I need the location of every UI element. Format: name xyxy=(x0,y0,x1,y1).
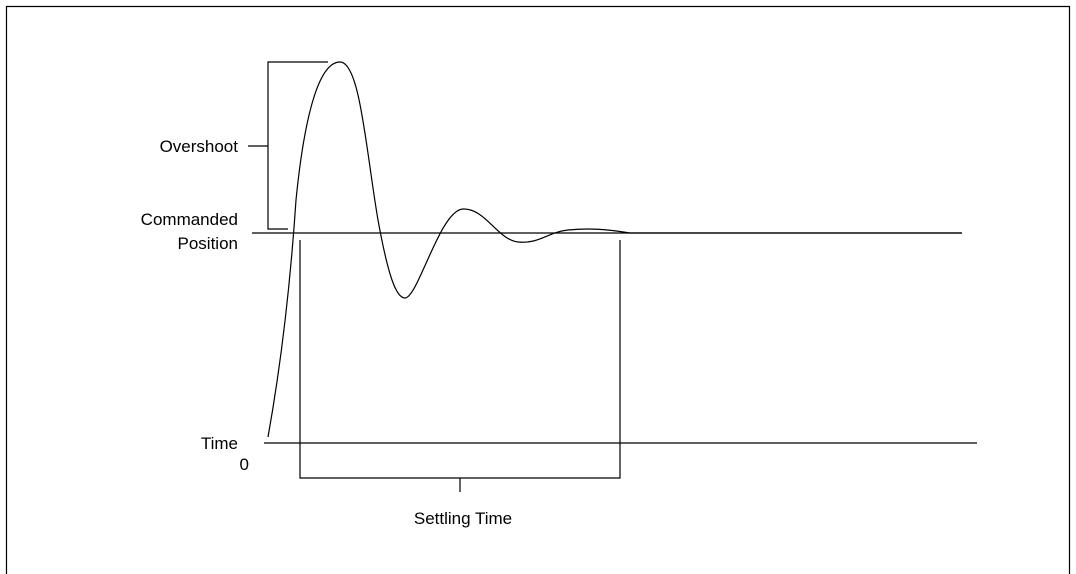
overshoot-label: Overshoot xyxy=(160,137,239,156)
settling-time-bracket xyxy=(299,240,621,479)
commanded-position-label-line2: Position xyxy=(178,234,238,253)
time-axis-label: Time xyxy=(201,434,238,453)
commanded-position-label-line1: Commanded xyxy=(141,210,238,229)
diagram-border xyxy=(5,5,1071,574)
overshoot-bracket xyxy=(267,61,328,230)
step-response-curve xyxy=(267,61,962,438)
settling-time-label: Settling Time xyxy=(414,509,512,528)
origin-label: 0 xyxy=(240,455,249,474)
